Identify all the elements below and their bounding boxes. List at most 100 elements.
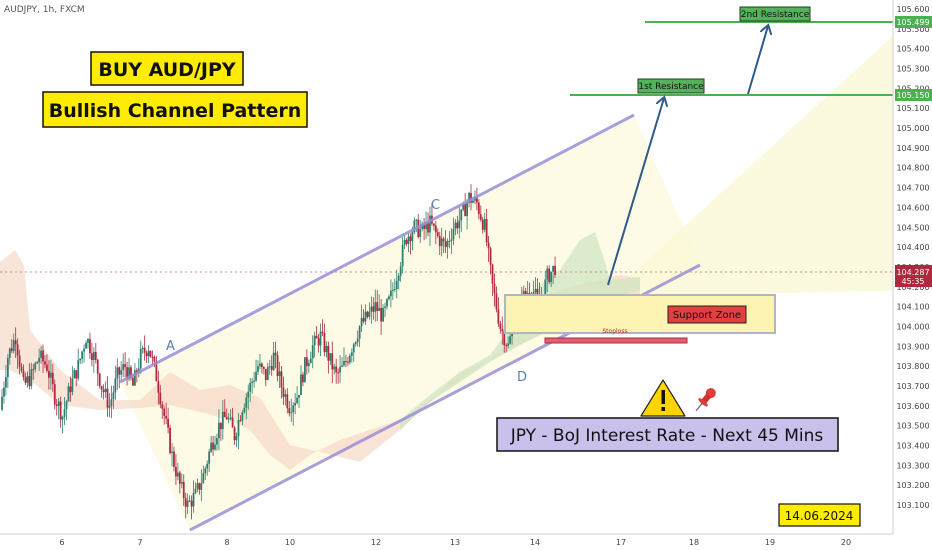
candle-body [278, 371, 281, 376]
candle-body [253, 380, 255, 382]
candle-body [546, 268, 549, 280]
candle-body [112, 392, 115, 400]
candle-body [341, 365, 343, 367]
candle-body [40, 350, 42, 358]
candle-body [544, 279, 547, 300]
candle-body [302, 374, 304, 383]
candle-body [413, 220, 416, 233]
candle-body [483, 219, 486, 230]
news-banner: JPY - BoJ Interest Rate - Next 45 Mins [510, 426, 824, 446]
candle-body [85, 342, 87, 349]
candle-body [300, 374, 302, 396]
candle-body [194, 488, 197, 494]
candle-body [304, 357, 306, 383]
y-tick-label: 103.700 [896, 382, 929, 391]
candle-body [331, 353, 334, 370]
candle-body [399, 266, 402, 276]
candle-body [415, 219, 418, 221]
x-tick-label: 7 [137, 538, 142, 547]
candle-body [432, 223, 435, 226]
candle-body [63, 409, 66, 417]
candle-body [141, 347, 144, 349]
news-banner-box [496, 417, 839, 452]
candle-body [284, 394, 287, 397]
candle-body [356, 338, 359, 343]
candle-body [190, 500, 193, 507]
candle-body [280, 371, 283, 388]
candle-body [130, 367, 132, 378]
candle-body [237, 420, 240, 437]
candle-body [550, 271, 553, 283]
candle-body [360, 317, 363, 327]
support-zone-tag [667, 305, 747, 324]
candle-body [24, 377, 27, 383]
candle-body [73, 370, 76, 379]
candle-body [22, 370, 25, 378]
candle-body [61, 416, 64, 420]
candle-body [374, 302, 377, 312]
warning-icon [640, 379, 686, 417]
candle-body [259, 363, 261, 367]
candle-body [26, 376, 29, 383]
candle-body [98, 373, 101, 387]
y-tick-label: 104.800 [896, 164, 929, 173]
candle-body [188, 500, 191, 502]
candle-body [307, 363, 310, 367]
point-label-d: D [517, 370, 527, 385]
candle-body [255, 371, 257, 381]
point-label-a: A [166, 339, 175, 354]
arrow-to-second-resistance [747, 26, 768, 95]
candle-body [532, 292, 535, 296]
y-tick-label: 105.600 [896, 5, 929, 14]
candle-body [18, 355, 21, 367]
candle-body [79, 358, 82, 361]
candle-body [12, 340, 15, 352]
candle-body [155, 361, 158, 382]
candle-body [57, 401, 60, 406]
candle-body [42, 350, 44, 362]
candle-body [139, 348, 142, 369]
candle-body [48, 370, 50, 378]
candle-body [204, 468, 207, 474]
candle-body [212, 442, 214, 450]
candle-body [173, 451, 175, 467]
candle-body [36, 362, 39, 364]
candle-body [69, 386, 72, 393]
resistance-1-price-tag [895, 89, 932, 101]
ticker-label: AUDJPY, 1h, FXCM [4, 5, 85, 15]
x-tick-label: 17 [616, 538, 626, 547]
candle-body [55, 404, 58, 406]
candle-body [10, 348, 13, 352]
candle-body [67, 386, 70, 402]
candle-body [178, 472, 181, 484]
candle-body [348, 355, 351, 363]
candle-body [319, 331, 322, 346]
candle-body [425, 222, 427, 230]
candle-body [368, 311, 371, 317]
candle-body [176, 472, 179, 477]
x-axis-panel [0, 534, 932, 550]
candle-body [321, 331, 324, 334]
y-tick-label: 105.300 [896, 65, 929, 74]
candle-body [407, 236, 410, 244]
candle-body [403, 239, 406, 245]
candle-body [554, 265, 556, 276]
candle-body [44, 361, 46, 365]
candle-body [83, 348, 85, 352]
candle-body [442, 238, 445, 242]
candle-body [122, 364, 125, 371]
candle-body [423, 223, 426, 230]
candle-body [106, 388, 109, 408]
candle-body [509, 336, 511, 344]
candle-body [288, 408, 291, 414]
candle-body [276, 355, 279, 376]
candle-body [159, 392, 162, 405]
y-tick-label: 105.100 [896, 104, 929, 113]
candle-body [262, 367, 265, 370]
candle-body [456, 222, 459, 229]
candle-body [352, 344, 355, 353]
candle-body [49, 372, 52, 378]
candle-body [493, 283, 496, 294]
candle-body [104, 388, 107, 393]
candle-body [227, 418, 230, 420]
